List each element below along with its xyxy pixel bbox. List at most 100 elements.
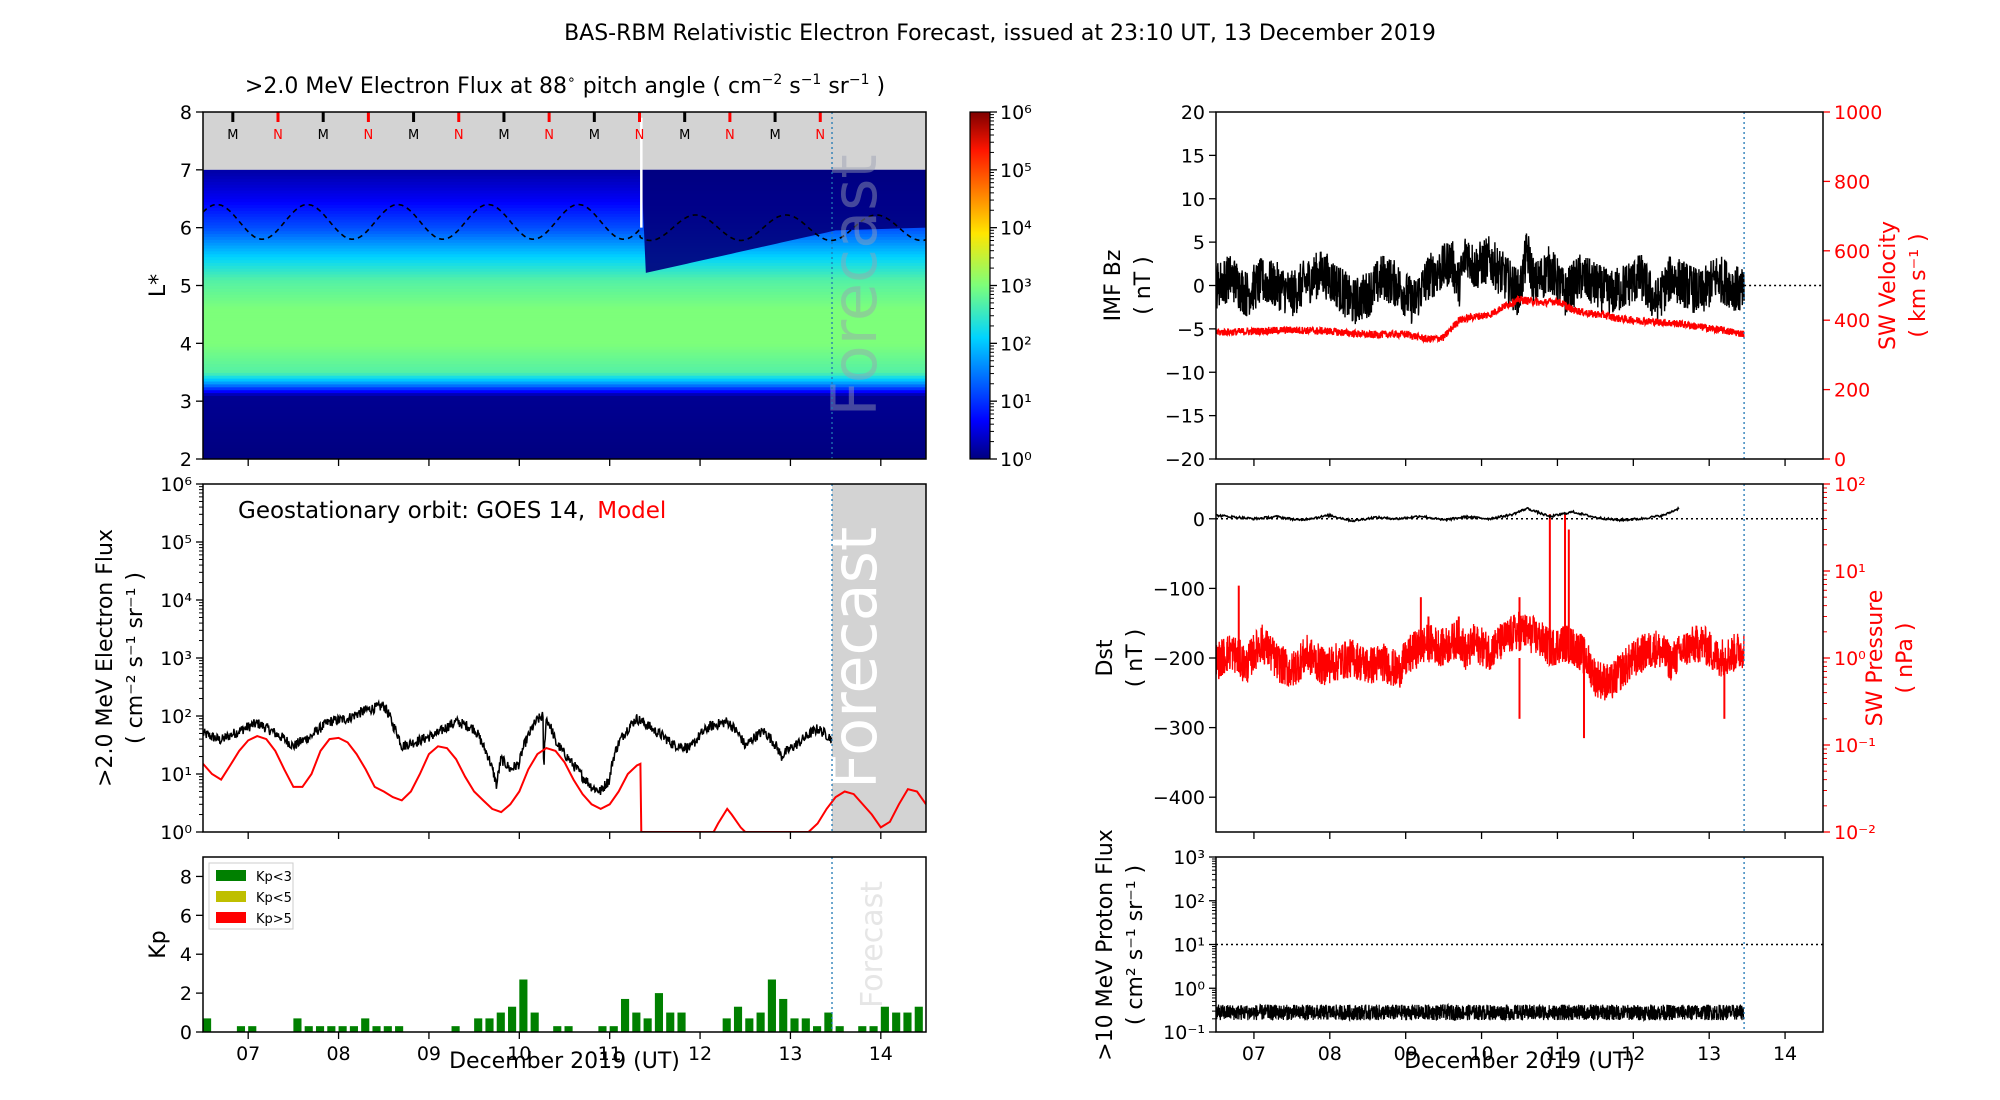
- heatmap-band: [203, 424, 926, 428]
- heatmap-title: >2.0 MeV Electron Flux at 88∘ pitch angl…: [245, 72, 885, 99]
- heatmap-band: [203, 198, 926, 203]
- imf-ytick-label: 5: [1193, 232, 1205, 254]
- proton-xtick-label: 08: [1318, 1043, 1342, 1065]
- proton-xlabel: December 2019 (UT): [1404, 1049, 1635, 1074]
- proton-flux-panel: 10⁻¹ 10⁰ 10¹ 10² 10³ 07 08 09 10 11 12 13 14 >10 MeV …: [1093, 829, 1824, 1074]
- kp-bar: [349, 1026, 358, 1032]
- heatmap-band: [203, 392, 926, 396]
- geo-flux-frame: [202, 483, 927, 833]
- heatmap-band: [203, 349, 926, 353]
- kp-bar: [813, 1026, 822, 1032]
- heatmap-band: [203, 291, 926, 295]
- dst-ylabel: Dst: [1093, 639, 1118, 676]
- dst-ytick-label: −400: [1153, 787, 1205, 809]
- kp-bar: [835, 1026, 844, 1032]
- sw-pressure-units: ( nPa ): [1893, 623, 1918, 694]
- heatmap-band: [203, 213, 926, 217]
- heatmap-band: [203, 406, 926, 411]
- heatmap-band: [203, 302, 926, 307]
- heatmap-band: [203, 444, 926, 449]
- kp-bar: [733, 1006, 743, 1032]
- kp-bar: [620, 998, 630, 1032]
- heatmap-band: [203, 175, 926, 180]
- kp-bar: [519, 979, 528, 1032]
- kp-bar: [383, 1026, 392, 1032]
- heatmap-title-main: >2.0 MeV Electron Flux at 88: [245, 74, 567, 99]
- kp-bar: [451, 1026, 460, 1032]
- heatmap-band: [203, 317, 926, 321]
- heatmap-title-exp2: −1: [801, 72, 822, 88]
- mlt-marker-label: M: [679, 128, 690, 143]
- heatmap-title-exp3: −1: [849, 72, 870, 88]
- heatmap-band: [203, 242, 926, 246]
- colorbar-tick-label: 10³: [1000, 276, 1032, 298]
- heatmap-band: [203, 308, 926, 313]
- kp-ytick-label: 2: [180, 983, 192, 1005]
- heatmap-band: [203, 398, 926, 402]
- series-sw-velocity-line: [1216, 294, 1745, 344]
- mlt-marker-label: N: [273, 128, 283, 143]
- heatmap-band: [203, 239, 926, 243]
- geo-ytick-label: 10⁶: [160, 474, 192, 496]
- kp-xtick-label: 14: [869, 1043, 893, 1065]
- proton-frame: [1215, 856, 1824, 1033]
- colorbar-tick-label: 10⁶: [1000, 102, 1032, 124]
- kp-frame: [202, 856, 927, 1033]
- colorbar-tick-label: 10²: [1000, 333, 1032, 355]
- imf-y2tick-label: 400: [1834, 310, 1870, 332]
- kp-bar: [779, 998, 788, 1032]
- heatmap-band: [203, 435, 926, 440]
- geo-ytick-label: 10³: [160, 648, 192, 670]
- geo-annotation-obs: Geostationary orbit: GOES 14,: [238, 498, 585, 524]
- proton-ylabel-units: ( cm² s⁻¹ sr⁻¹ ): [1123, 865, 1148, 1025]
- mlt-marker-label: M: [318, 128, 329, 143]
- forecast-watermark: Forecast: [855, 881, 890, 1008]
- imf-frame: [1215, 111, 1824, 460]
- heatmap-band: [203, 256, 926, 261]
- heatmap-band: [203, 438, 926, 443]
- dst-y2tick-label: 10²: [1834, 474, 1866, 496]
- mlt-marker-label: N: [454, 128, 464, 143]
- kp-ytick-label: 4: [180, 944, 192, 966]
- dst-ytick-label: −200: [1153, 648, 1205, 670]
- colorbar-tick-label: 10¹: [1000, 391, 1032, 413]
- proton-xtick-label: 07: [1242, 1043, 1266, 1065]
- series-goes14-line: [203, 699, 833, 795]
- geo-ytick-label: 10²: [160, 706, 192, 728]
- imf-ytick-label: −15: [1165, 406, 1205, 428]
- heatmap-dropout-region: [641, 169, 926, 273]
- dst-frame: [1215, 483, 1824, 833]
- dst-y2tick-label: 10⁻²: [1834, 822, 1876, 844]
- mlt-marker-label: M: [769, 128, 780, 143]
- imf-sw-panel: −20−15−10−50510152002004006008001000IMF …: [1101, 102, 1931, 471]
- heatmap-band: [203, 380, 926, 385]
- geo-ylabel: >2.0 MeV Electron Flux: [93, 529, 118, 787]
- heatmap-band: [203, 386, 926, 391]
- proton-ytick-label: 10²: [1173, 891, 1205, 913]
- kp-legend-label: Kp>5: [256, 912, 292, 927]
- proton-xtick-label: 13: [1697, 1043, 1721, 1065]
- kp-xtick-label: 08: [326, 1043, 350, 1065]
- heatmap-band: [203, 216, 926, 220]
- heatmap-band: [203, 271, 926, 275]
- heatmap-band: [203, 320, 926, 324]
- heatmap-band: [203, 299, 926, 304]
- heatmap-band: [203, 357, 926, 362]
- heatmap-band: [203, 453, 926, 457]
- proton-ytick-label: 10¹: [1173, 935, 1205, 957]
- heatmap-band: [203, 259, 926, 263]
- heatmap-band: [203, 447, 926, 451]
- heatmap-band: [203, 421, 926, 425]
- heatmap-band: [203, 273, 926, 278]
- heatmap-band: [203, 456, 926, 459]
- heatmap-band: [203, 279, 926, 284]
- imf-ylabel: IMF Bz: [1101, 250, 1126, 322]
- heatmap-frame: [202, 111, 927, 460]
- colorbar: 10⁰ 10¹ 10² 10³ 10⁴ 10⁵ 10⁶: [969, 102, 1032, 471]
- kp-legend-label: Kp<3: [256, 870, 292, 885]
- heatmap-band: [203, 409, 926, 414]
- geo-annotation-model: Model: [597, 498, 666, 524]
- kp-bar: [598, 1026, 607, 1032]
- heatmap-ytick-label: 6: [180, 218, 192, 240]
- mlt-marker-label: N: [364, 128, 374, 143]
